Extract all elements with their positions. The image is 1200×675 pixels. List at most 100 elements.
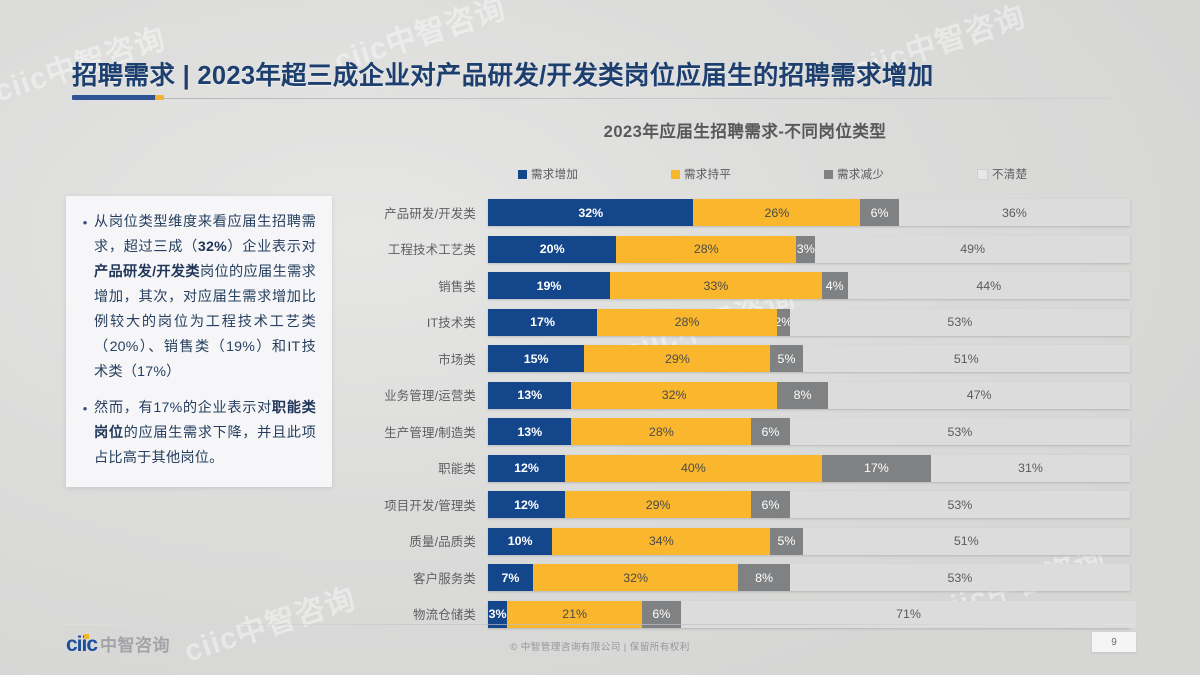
chart-legend: 需求增加 需求持平 需求减少 不清楚 — [518, 166, 1130, 182]
slide-header: 招聘需求 | 2023年超三成企业对产品研发/开发类岗位应届生的招聘需求增加 — [0, 0, 1200, 112]
chart-segment-0: 19% — [488, 272, 610, 299]
copyright-text: © 中智管理咨询有限公司 | 保留所有权利 — [510, 642, 690, 653]
logo-mark-text: ciic — [66, 633, 98, 656]
chart-row-label: 销售类 — [438, 279, 476, 294]
chart-segment-1: 29% — [584, 345, 771, 372]
chart-segment-0: 7% — [488, 564, 533, 591]
chart-segment-3: 49% — [815, 235, 1130, 263]
bullet-icon: • — [82, 401, 88, 416]
logo-mark-icon: ciic — [66, 633, 98, 657]
title-divider — [72, 98, 1110, 99]
chart-row-bar: 10% 34% 5% 51% — [488, 527, 1130, 555]
chart-segment-1: 21% — [507, 600, 643, 628]
chart-row-label: 职能类 — [438, 462, 476, 476]
commentary-panel: • 从岗位类型维度来看应届生招聘需求，超过三成（32%）企业表示对产品研发/开发… — [66, 196, 332, 487]
legend-swatch-icon — [977, 168, 988, 180]
note-text-1: 从岗位类型维度来看应届生招聘需求，超过三成（32%）企业表示对产品研发/开发类岗… — [94, 214, 317, 380]
note-item: • 然而，有17%的企业表示对职能类岗位的应届生需求下降，并且此项占比高于其他岗… — [76, 396, 316, 471]
chart-row-bar: 20% 28% 3% 49% — [488, 235, 1130, 263]
chart-row-label: IT技术类 — [426, 316, 476, 330]
chart-row-label: 业务管理/运营类 — [384, 389, 476, 403]
chart-segment-3: 36% — [898, 199, 1130, 226]
chart-segment-0: 32% — [488, 199, 694, 226]
chart-row[interactable]: 职能类 12% 40% 17% 31% — [340, 452, 1130, 485]
legend-label: 不清楚 — [992, 169, 1028, 181]
chart-segment-0: 17% — [488, 308, 598, 336]
page-number-badge: 9 — [1092, 632, 1136, 652]
chart-row-bar: 17%28%2%53% — [488, 308, 1130, 336]
chart-row-label: 物流仓储类 — [413, 608, 476, 622]
chart-segment-3: 71% — [680, 600, 1137, 628]
page-title: 招聘需求 | 2023年超三成企业对产品研发/开发类岗位应届生的招聘需求增加 — [72, 62, 934, 90]
logo-dot-icon — [84, 634, 90, 639]
chart-segment-3: 53% — [789, 308, 1130, 336]
chart-rows: 产品研发/开发类 32% 26% 6% 36% 工程技术工艺类 20% 28% 3% 49% 销售类… — [340, 196, 1137, 631]
chart-row-bar: 13% 32% 8% 47% — [488, 381, 1130, 409]
legend-label: 需求减少 — [837, 169, 885, 181]
chart-row-bar: 7% 32% 8% 53% — [488, 564, 1130, 591]
chart-row-bar: 3% 21% 6% 71% — [488, 600, 1137, 628]
chart-row-label: 生产管理/制造类 — [384, 425, 476, 440]
chart-row[interactable]: 质量/品质类 10% 34% 5% 51% — [340, 525, 1130, 558]
footer-divider — [66, 624, 1134, 625]
chart-segment-1: 26% — [693, 199, 861, 226]
chart-segment-1: 40% — [565, 454, 822, 482]
chart-row[interactable]: 项目开发/管理类 12% 29% 6% 53% — [340, 488, 1130, 521]
chart-segment-3: 53% — [789, 491, 1130, 518]
chart-segment-2: 5% — [770, 527, 803, 555]
legend-swatch-icon — [824, 169, 833, 179]
legend-item-1[interactable]: 需求持平 — [671, 166, 824, 182]
chart-segment-2: 3% — [796, 235, 816, 263]
chart-segment-3: 51% — [802, 345, 1130, 372]
chart-row[interactable]: 客户服务类 7% 32% 8% 53% — [340, 561, 1130, 594]
chart-segment-1: 28% — [616, 235, 797, 263]
chart-segment-2: 5% — [770, 345, 803, 372]
chart-row[interactable]: 工程技术工艺类 20% 28% 3% 49% — [340, 233, 1130, 266]
chart-row[interactable]: 物流仓储类 3% 21% 6% 71% — [340, 598, 1137, 631]
brand-logo: ciic 中智咨询 — [66, 631, 170, 657]
chart-segment-1: 33% — [609, 272, 822, 299]
chart-segment-2: 4% — [821, 272, 848, 299]
chart-row-bar: 13% 28% 6% 53% — [488, 418, 1130, 445]
legend-swatch-icon — [518, 169, 527, 179]
legend-item-2[interactable]: 需求减少 — [824, 166, 977, 182]
chart-segment-1: 28% — [597, 308, 777, 336]
chart-row-label: 产品研发/开发类 — [384, 206, 476, 221]
chart-segment-0: 20% — [488, 235, 617, 263]
chart-segment-2: 2% — [776, 308, 790, 336]
chart-row[interactable]: 产品研发/开发类 32% 26% 6% 36% — [340, 196, 1130, 229]
note-text-2: 然而，有17%的企业表示对职能类岗位的应届生需求下降，并且此项占比高于其他岗位。 — [94, 400, 317, 466]
bullet-icon: • — [82, 215, 88, 230]
chart-segment-1: 32% — [532, 564, 739, 591]
chart-row[interactable]: 生产管理/制造类 13% 28% 6% 53% — [340, 415, 1130, 448]
chart-segment-3: 47% — [828, 381, 1130, 409]
chart-segment-1: 29% — [565, 491, 752, 518]
chart-row-bar: 12% 40% 17% 31% — [488, 454, 1130, 482]
legend-item-3[interactable]: 不清楚 — [977, 166, 1130, 182]
chart-segment-0: 3% — [488, 600, 508, 628]
chart-row[interactable]: 业务管理/运营类 13% 32% 8% 47% — [340, 379, 1130, 412]
chart-segment-3: 31% — [930, 454, 1130, 482]
title-accent-dot — [155, 95, 164, 100]
chart-row-bar: 12% 29% 6% 53% — [488, 491, 1130, 518]
chart-segment-2: 6% — [860, 199, 899, 226]
chart-row[interactable]: IT技术类 17%28%2%53% — [340, 306, 1130, 339]
chart-segment-0: 13% — [488, 418, 572, 445]
note-item: • 从岗位类型维度来看应届生招聘需求，超过三成（32%）企业表示对产品研发/开发… — [76, 210, 316, 385]
watermark: ciic中智咨询 — [180, 582, 360, 669]
chart-row-bar: 32% 26% 6% 36% — [488, 199, 1130, 226]
chart-row[interactable]: 销售类 19% 33% 4% 44% — [340, 269, 1130, 302]
chart-segment-2: 6% — [751, 491, 790, 518]
chart-row-bar: 15% 29% 5% 51% — [488, 345, 1130, 372]
chart-row[interactable]: 市场类 15% 29% 5% 51% — [340, 342, 1130, 375]
chart-segment-0: 12% — [488, 491, 566, 518]
chart-segment-0: 10% — [488, 527, 553, 555]
legend-item-0[interactable]: 需求增加 — [518, 166, 671, 182]
chart-segment-1: 28% — [571, 418, 752, 445]
chart-segment-1: 32% — [571, 381, 777, 409]
title-accent-bar — [72, 95, 156, 100]
chart-segment-2: 17% — [821, 454, 931, 482]
chart-segment-3: 51% — [802, 527, 1130, 555]
chart-segment-0: 15% — [488, 345, 585, 372]
